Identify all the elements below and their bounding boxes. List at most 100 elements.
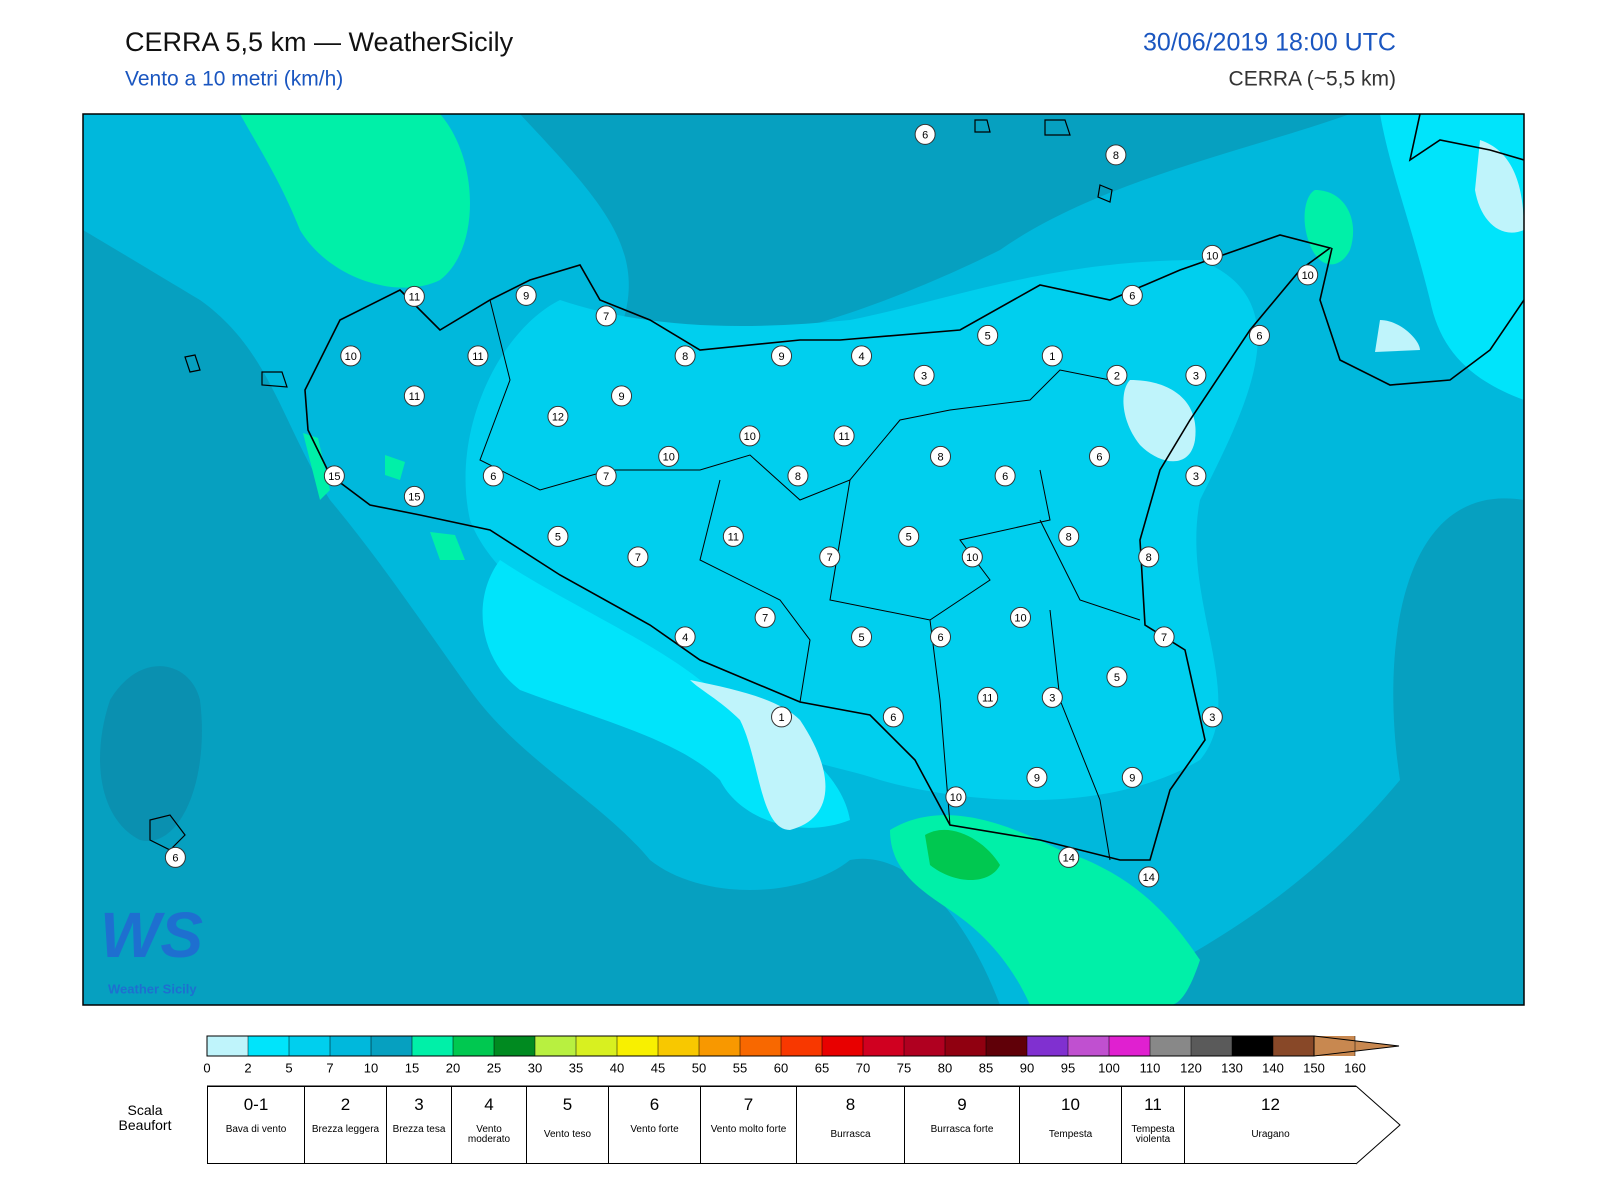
station-value: 6 xyxy=(172,852,178,864)
colorbar-tick-label: 2 xyxy=(244,1060,251,1075)
beaufort-name: Tempesta violenta xyxy=(1131,1124,1175,1145)
colorbar-tick-label: 30 xyxy=(528,1060,542,1075)
colorbar-tick-label: 120 xyxy=(1180,1060,1202,1075)
station-marker xyxy=(1201,706,1223,728)
station-marker xyxy=(1153,626,1175,648)
island xyxy=(149,119,1113,851)
beaufort-name: Burrasca forte xyxy=(930,1124,994,1135)
beaufort-force: 11 xyxy=(1144,1095,1162,1114)
station-value: 8 xyxy=(1113,150,1119,162)
wind-area xyxy=(1304,190,1354,265)
station-marker xyxy=(1088,445,1110,467)
colorbar-tick-label: 70 xyxy=(856,1060,870,1075)
station-value: 9 xyxy=(1034,772,1040,784)
beaufort-class: 4 Vento moderato xyxy=(451,1086,526,1164)
subtitle: Vento a 10 metri (km/h) xyxy=(125,68,343,91)
station-value: 6 xyxy=(1002,471,1008,483)
colorbar-tick-label: 65 xyxy=(815,1060,829,1075)
colorbar-segment xyxy=(1068,1036,1109,1056)
station-marker xyxy=(547,405,569,427)
colorbar-segment xyxy=(494,1036,535,1056)
station-marker xyxy=(1010,606,1032,628)
station-marker xyxy=(323,465,345,487)
station-value: 11 xyxy=(409,291,420,303)
colorbar-segment xyxy=(699,1036,740,1056)
station-value: 3 xyxy=(921,370,927,382)
station-marker xyxy=(1026,766,1048,788)
station-marker xyxy=(1297,264,1319,286)
colorbar-tick-label: 7 xyxy=(326,1060,333,1075)
colorbar-tick-label: 80 xyxy=(938,1060,952,1075)
beaufort-name: Vento molto forte xyxy=(710,1124,787,1135)
model: CERRA (~5,5 km) xyxy=(1229,68,1396,91)
station-value: 3 xyxy=(1209,712,1215,724)
colorbar-segment xyxy=(412,1036,453,1056)
colorbar-tick-label: 40 xyxy=(610,1060,624,1075)
colorbar-tick-label: 85 xyxy=(979,1060,993,1075)
station-value: 9 xyxy=(1129,772,1135,784)
wind-area xyxy=(925,829,1000,880)
beaufort-name: Bava di vento xyxy=(225,1124,287,1135)
beaufort-force: 2 xyxy=(340,1095,351,1114)
colorbar-segment xyxy=(453,1036,494,1056)
station-marker xyxy=(1121,766,1143,788)
beaufort-class: 0-1 Bava di vento xyxy=(207,1086,304,1164)
beaufort-name: Uragano xyxy=(1251,1129,1290,1140)
station-value: 8 xyxy=(937,451,943,463)
station-value: 5 xyxy=(906,531,912,543)
beaufort-force: 4 xyxy=(484,1095,494,1114)
logo-mark: WS xyxy=(100,899,203,971)
station-value: 6 xyxy=(890,712,896,724)
station-marker xyxy=(930,445,952,467)
wind-area xyxy=(1375,140,1524,352)
colorbar-tick-label: 10 xyxy=(364,1060,378,1075)
beaufort-name: Tempesta xyxy=(1048,1129,1093,1140)
colorbar-segment xyxy=(863,1036,904,1056)
station-value: 6 xyxy=(490,471,496,483)
colorbar-segment xyxy=(207,1036,248,1056)
colorbar-arrow xyxy=(1313,1035,1400,1057)
station-marker xyxy=(1058,525,1080,547)
colorbar-tick-label: 140 xyxy=(1262,1060,1284,1075)
station-marker xyxy=(1058,846,1080,868)
station-marker xyxy=(1138,866,1160,888)
colorbar-segment xyxy=(1191,1036,1232,1056)
station-marker xyxy=(674,345,696,367)
station-value: 1 xyxy=(778,712,784,724)
beaufort-force: 5 xyxy=(562,1095,573,1114)
colorbar-segment xyxy=(1273,1036,1314,1056)
colorbar-tick-label: 35 xyxy=(569,1060,583,1075)
station-value: 5 xyxy=(858,632,864,644)
station-value: 12 xyxy=(552,411,564,423)
station-value: 14 xyxy=(1143,872,1155,884)
station-value: 11 xyxy=(728,531,739,543)
station-marker xyxy=(627,546,649,568)
beaufort-arrow xyxy=(1355,1085,1401,1165)
station-marker xyxy=(851,626,873,648)
station-marker xyxy=(977,686,999,708)
station-value: 10 xyxy=(744,431,756,443)
station-value: 15 xyxy=(328,471,340,483)
map xyxy=(82,113,1525,1006)
station-marker xyxy=(547,525,569,547)
province-border xyxy=(479,299,1141,861)
station-value: 9 xyxy=(618,391,624,403)
wind-area xyxy=(100,666,202,841)
station-marker xyxy=(722,525,744,547)
beaufort-class: 8 Burrasca xyxy=(796,1086,904,1164)
beaufort-force: 10 xyxy=(1061,1095,1080,1114)
colorbar-tick-label: 25 xyxy=(487,1060,501,1075)
beaufort-force: 6 xyxy=(649,1095,660,1114)
station-value: 4 xyxy=(682,632,688,644)
station-value: 6 xyxy=(937,632,943,644)
station-value: 6 xyxy=(1129,290,1135,302)
coastline xyxy=(304,234,1332,861)
station-value: 3 xyxy=(1193,471,1199,483)
station-marker xyxy=(819,546,841,568)
beaufort-class: 3 Brezza tesa xyxy=(386,1086,451,1164)
station-marker xyxy=(482,465,504,487)
station-marker xyxy=(882,706,904,728)
colorbar-segment xyxy=(330,1036,371,1056)
station-value: 5 xyxy=(555,531,561,543)
